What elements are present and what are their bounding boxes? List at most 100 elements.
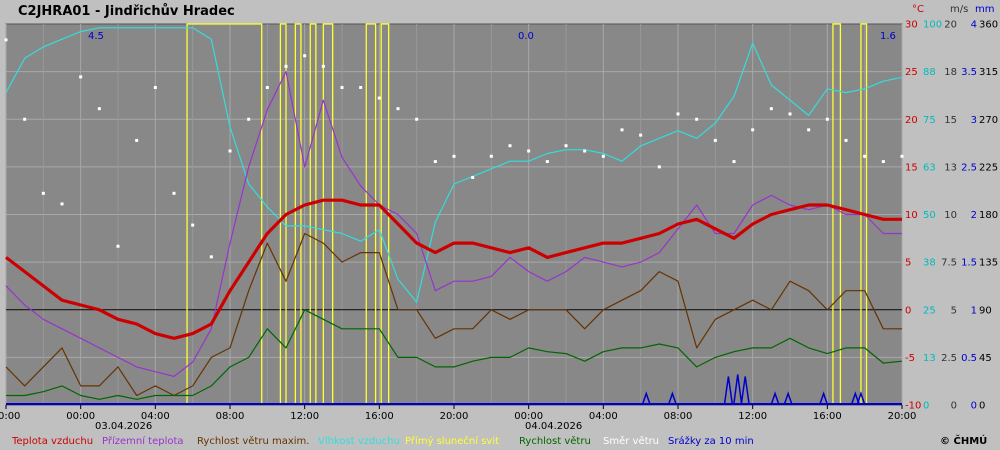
tick-label-humidity: 25 (923, 305, 936, 316)
tick-label-wind: 13 (944, 162, 957, 173)
tick-label-humidity: 88 (923, 67, 936, 78)
point-wind-direction (900, 154, 904, 158)
x-tick-label: 08:00 (216, 411, 245, 422)
point-wind-direction (433, 160, 437, 164)
point-wind-direction (60, 202, 64, 206)
tick-label-temp: 10 (905, 210, 918, 221)
point-wind-direction (172, 191, 176, 195)
top-value-left: 4.5 (88, 31, 104, 42)
tick-label-wind: 2.5 (941, 353, 957, 364)
tick-label-humidity: 13 (923, 353, 936, 364)
point-wind-direction (265, 86, 269, 89)
point-wind-direction (377, 96, 381, 100)
series-sunshine-segment (832, 23, 842, 405)
axis-units: °C m/s mm (912, 4, 994, 15)
tick-label-temp: 25 (905, 67, 918, 78)
point-wind-direction (601, 154, 605, 158)
tick-label-humidity: 50 (923, 210, 936, 221)
tick-label-direction: 315 (979, 67, 998, 78)
x-tick-label: 04:00 (141, 411, 170, 422)
tick-label-humidity: 38 (923, 258, 936, 269)
tick-label-humidity: 0 (923, 401, 929, 412)
tick-label-precip: 0 (971, 401, 977, 412)
point-wind-direction (359, 86, 363, 89)
point-wind-direction (713, 138, 717, 142)
tick-label-direction: 360 (979, 20, 998, 31)
series-sunshine-segment (309, 23, 317, 405)
tick-label-wind: 15 (944, 115, 957, 126)
series-line-wind (6, 309, 903, 400)
point-wind-direction (228, 149, 232, 153)
precip-spike (783, 391, 793, 406)
series-layer (4, 23, 904, 406)
x-tick-label: 04:00 (589, 411, 618, 422)
legend-item: Směr větru (603, 435, 659, 447)
series-line-humidity (5, 27, 903, 303)
tick-label-wind: 10 (944, 210, 957, 221)
point-wind-direction (116, 244, 120, 248)
point-wind-direction (564, 144, 568, 148)
point-wind-direction (247, 117, 251, 121)
legend-item: Srážky za 10 min (668, 435, 754, 447)
top-value-mid: 0.0 (518, 31, 534, 42)
right-axes: 302520151050-5-1010088756350382513020181… (905, 20, 998, 412)
point-wind-direction (489, 154, 493, 158)
point-wind-direction (639, 133, 643, 137)
tick-label-wind: 5 (951, 305, 957, 316)
tick-label-wind: 0 (951, 401, 957, 412)
series-sunshine-segment (365, 23, 377, 405)
point-wind-direction (844, 138, 848, 142)
point-wind-direction (23, 117, 27, 121)
x-axis: 20:00 00:00 04:00 08:00 12:00 16:00 20:00 00:00… (0, 405, 916, 422)
tick-label-direction: 0 (979, 401, 985, 412)
point-wind-direction (209, 255, 213, 259)
tick-label-humidity: 63 (923, 162, 936, 173)
series-sunshine-segment (322, 23, 334, 405)
tick-label-direction: 90 (979, 305, 992, 316)
tick-label-temp: 30 (905, 20, 918, 31)
point-wind-direction (583, 149, 587, 153)
point-wind-direction (620, 128, 624, 132)
x-tick-label: 20:00 (0, 411, 20, 422)
legend-item: Rychlost větru maxim. (197, 435, 309, 447)
point-wind-direction (153, 86, 157, 89)
point-wind-direction (284, 64, 288, 68)
point-wind-direction (452, 154, 456, 158)
legend-item: Teplota vzduchu (11, 436, 93, 447)
tick-label-precip: 2 (971, 210, 977, 221)
tick-label-temp: 15 (905, 162, 918, 173)
x-tick-label: 20:00 (888, 411, 917, 422)
x-tick-label: 00:00 (514, 411, 543, 422)
tick-label-precip: 1.5 (961, 258, 977, 269)
tick-label-precip: 4 (971, 20, 977, 31)
legend: Teplota vzduchu Přízemní teplota Rychlost … (11, 435, 754, 447)
point-wind-direction (527, 149, 531, 153)
point-wind-direction (788, 112, 792, 116)
tick-label-direction: 270 (979, 115, 998, 126)
point-wind-direction (135, 138, 139, 142)
precip-spike (818, 391, 829, 406)
tick-label-temp: 20 (905, 115, 918, 126)
tick-label-wind: 20 (944, 20, 957, 31)
legend-item: Vlhkost vzduchu (318, 436, 400, 447)
legend-item: Přímý sluneční svit (405, 435, 499, 447)
tick-label-temp: -5 (905, 353, 915, 364)
precip-spike (732, 374, 743, 406)
tick-label-temp: 0 (905, 305, 911, 316)
series-line-temp (5, 70, 902, 377)
point-wind-direction (396, 107, 400, 111)
x-tick-label: 08:00 (664, 411, 693, 422)
point-wind-direction (340, 86, 344, 89)
tick-label-direction: 45 (979, 353, 992, 364)
tick-label-precip: 1 (971, 305, 977, 316)
point-wind-direction (508, 144, 512, 148)
x-tick-label: 16:00 (365, 411, 394, 422)
tick-label-precip: 3.5 (961, 67, 977, 78)
point-wind-direction (415, 117, 419, 121)
precip-spike (856, 391, 866, 406)
series-line-wind (5, 232, 902, 397)
tick-label-humidity: 100 (923, 20, 942, 31)
legend-item: Přízemní teplota (102, 435, 184, 447)
tick-label-precip: 2.5 (961, 162, 977, 173)
